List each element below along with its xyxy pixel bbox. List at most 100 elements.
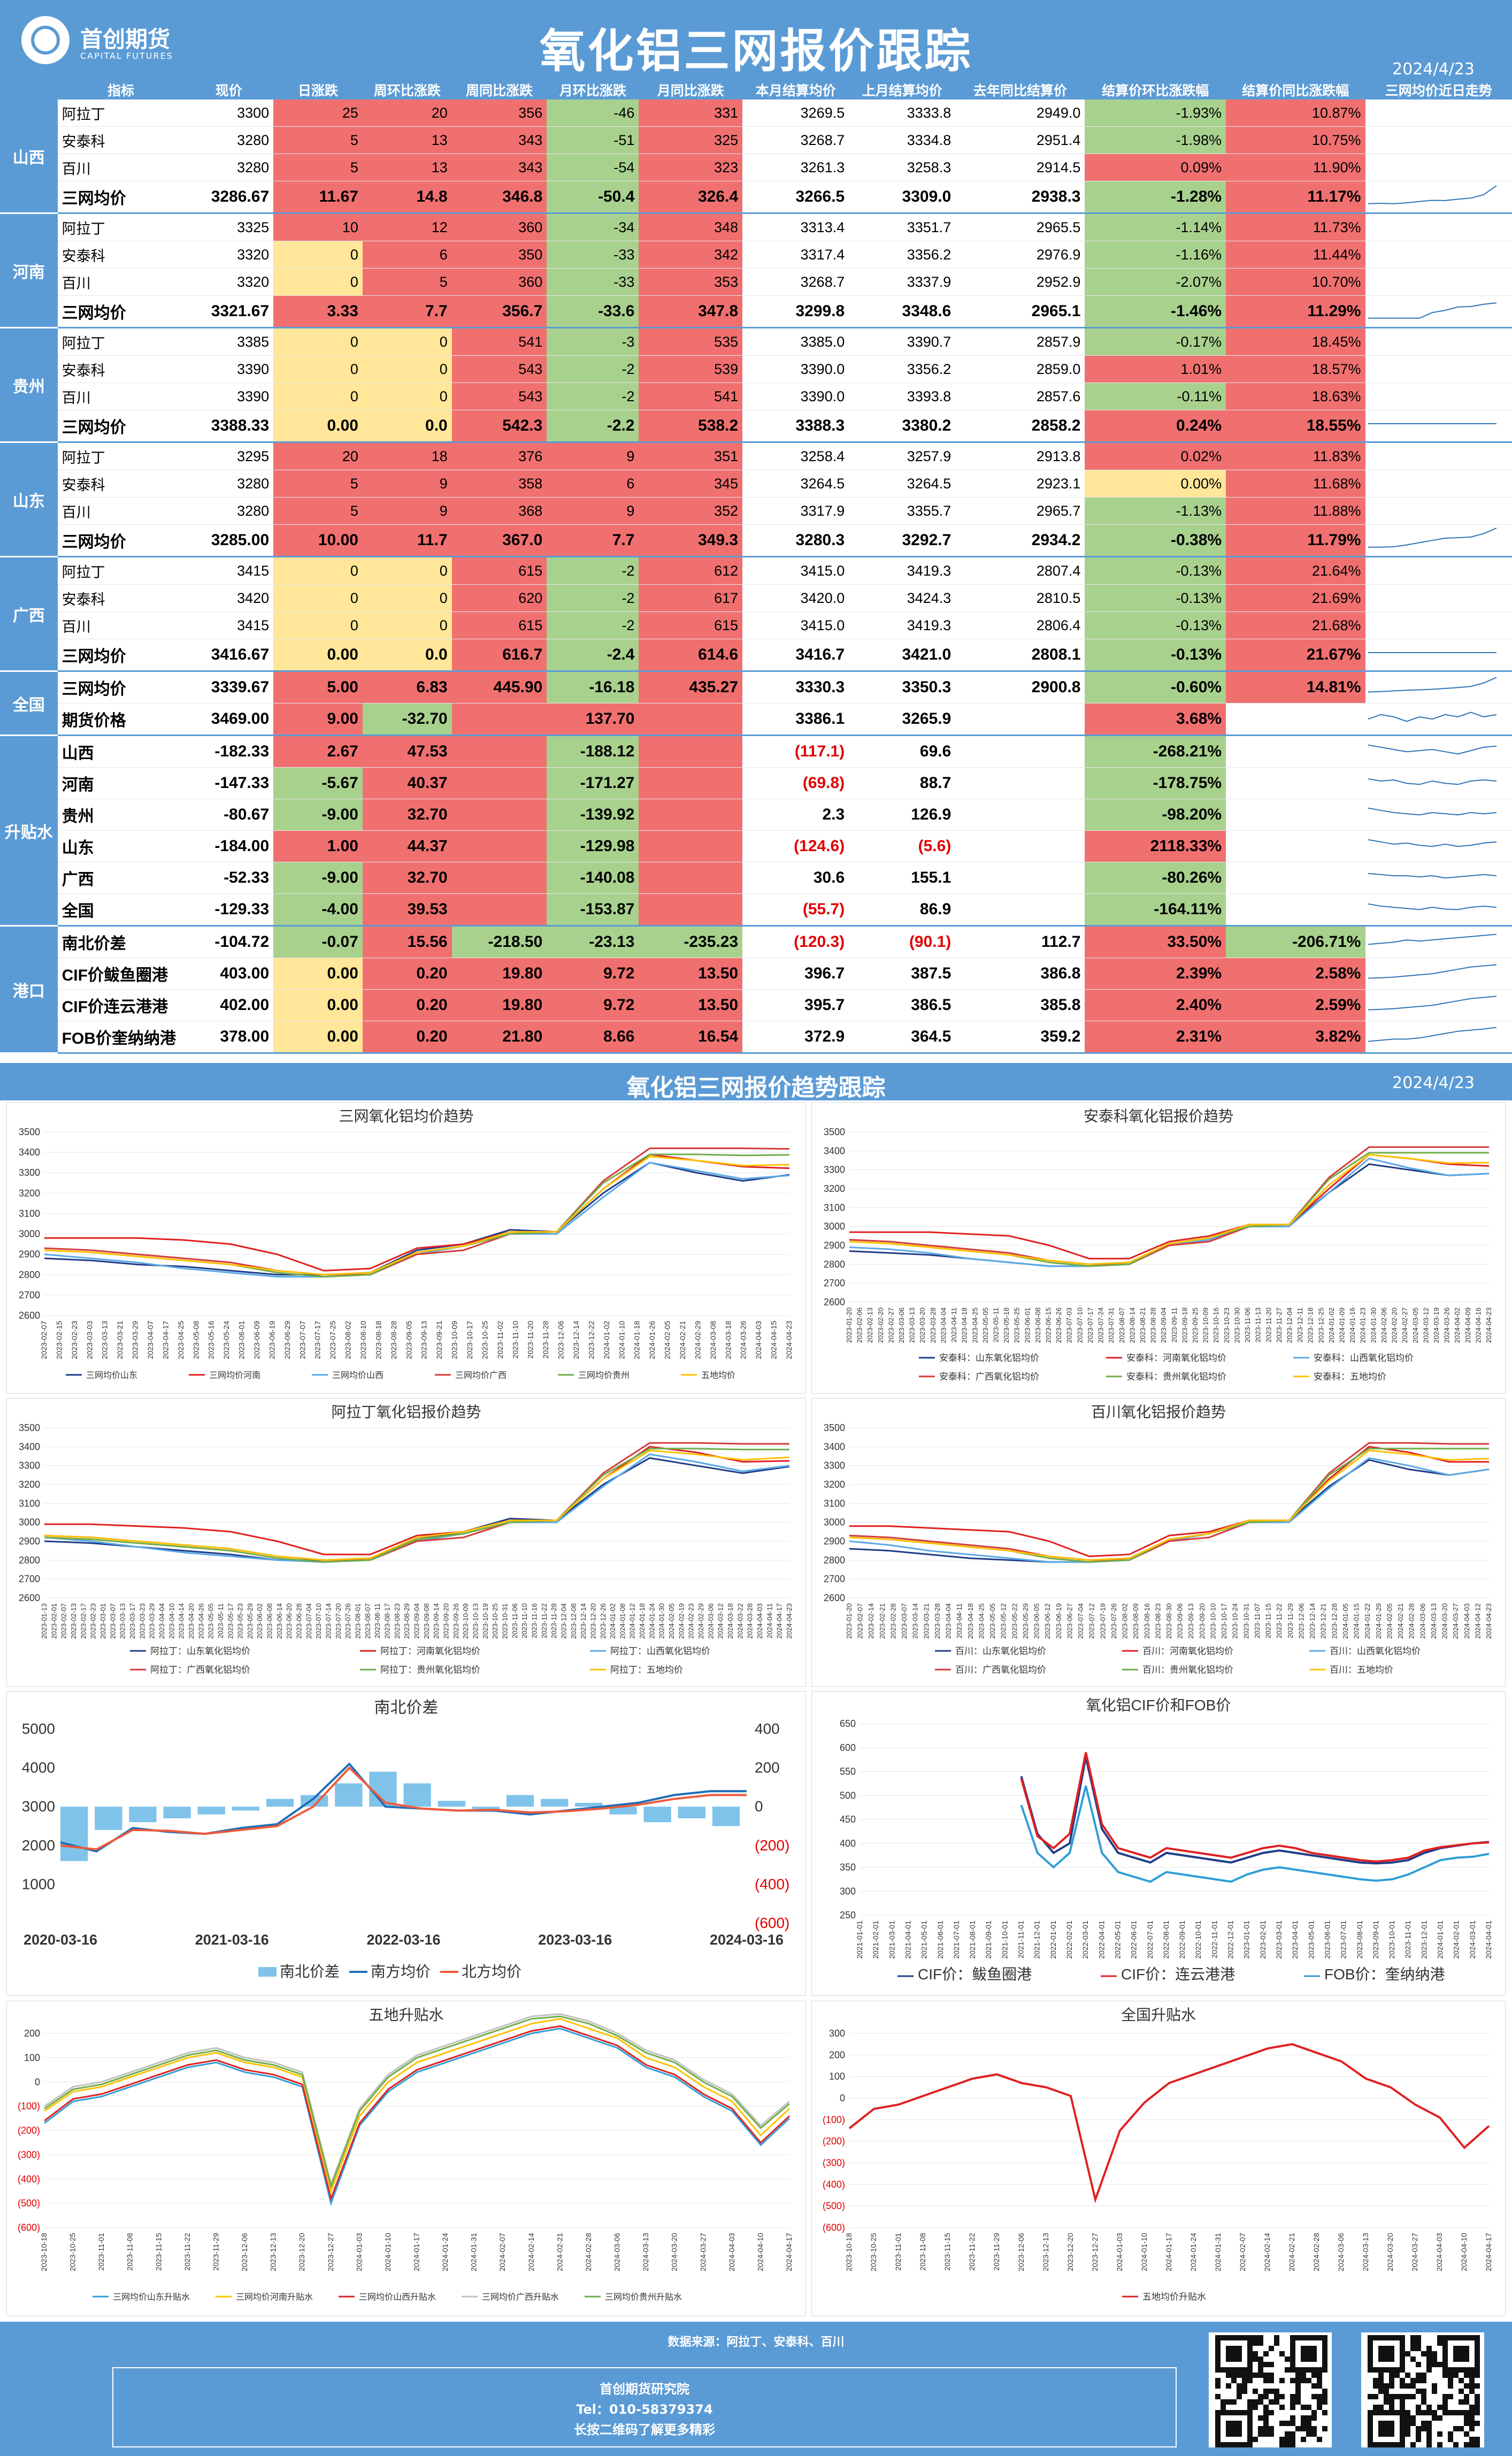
sparkline-cell [1365,241,1512,269]
x-tick-label: 2021-12-01 [1033,1921,1041,1959]
value-cell: 2965.7 [955,497,1085,525]
x-tick-label: 2023-10-01 [1387,1921,1396,1959]
value-cell: -268.21% [1085,735,1226,768]
org-tel: Tel：010-58379374 [576,2402,713,2417]
x-tick-label: 2023-07-04 [305,1603,313,1639]
value-cell: 351 [639,442,743,470]
x-tick-label: 2023-11-20 [1264,1307,1272,1343]
value-cell: 0.02% [1085,442,1226,470]
row-label: 安泰科 [57,241,185,269]
x-tick-label: 2023-10-23 [1223,1307,1231,1343]
value-cell: 13.50 [639,958,743,990]
value-cell: 0.00% [1085,470,1226,498]
value-cell: 155.1 [849,862,956,894]
x-tick-label: 2023-09-18 [1180,1307,1188,1343]
value-cell: 539 [639,355,743,383]
table-row: 河南 -147.33 -5.67 40.37 -171.27 (69.8) 88.7 -178… [0,767,1512,799]
row-label: 三网均价 [57,295,185,328]
table-row: 百川 3280 5 13 343 -54 323 3261.3 3258.3 2914.5 0.09… [0,154,1512,181]
value-cell: 614.6 [639,639,743,672]
qr-code-icon[interactable] [1209,2332,1332,2447]
value-cell: 112.7 [955,925,1085,958]
y-tick-label: 2700 [19,1290,40,1300]
value-cell: 3339.67 [184,671,274,703]
value-cell: -1.13% [1085,497,1226,525]
y-tick-label: (100) [18,2101,40,2111]
value-cell: 3337.9 [849,268,956,296]
value-cell [639,767,743,799]
x-tick-label: 2023-10-10 [1209,1603,1217,1639]
x-tick-label: 2023-04-26 [197,1603,205,1639]
value-cell: 615 [451,611,547,639]
group-label: 广西 [0,556,58,672]
x-tick-label: 2023-10-30 [1233,1307,1241,1343]
x-tick-label: 2024-04-15 [770,1321,778,1359]
row-label: 安泰科 [57,584,185,612]
x-tick-label: 2023-11-01 [894,2233,902,2271]
spread-bar [506,1795,534,1807]
row-label: CIF价鲅鱼圈港 [57,958,185,990]
x-tick-label: 2024-01-15 [1353,1603,1361,1639]
legend-label: 百川：山西氧化铝均价 [1330,1646,1421,1656]
sparkline-cell [1365,893,1512,927]
table-row: 广西 -52.33 -9.00 32.70 -140.08 30.6 155.1 -80.26… [0,862,1512,894]
x-tick-label: 2023-09-25 [1191,1307,1199,1343]
value-cell: 3.33 [273,295,363,328]
value-cell: 3419.3 [849,556,956,585]
data-source: 数据来源：阿拉丁、安泰科、百川 [667,2336,845,2349]
x-tick-label: 2024-04-03 [727,2233,736,2271]
x-tick-label: 2023-08-17 [383,1603,392,1639]
spread-bar [403,1783,431,1807]
value-cell: 2.39% [1085,958,1226,990]
x-tick-label: 2023-03-07 [109,1603,117,1639]
x-tick-label: 2024-02-14 [1263,2233,1271,2271]
table-row: 全国 三网均价 3339.67 5.00 6.83 445.90 -16.18 435.27 3… [0,671,1512,736]
x-tick-label: 2023-05-11 [992,1307,1000,1343]
value-cell: 3415 [184,556,274,585]
x-tick-label: 2024-01-29 [1375,1603,1383,1639]
legend-label: 五地均价升贴水 [1142,2292,1206,2302]
value-cell: -1.98% [1085,126,1226,154]
value-cell: -171.27 [547,767,639,799]
x-tick-label: 2023-06-01 [1023,1307,1031,1343]
x-tick-label: 2023-06-26 [1055,1307,1063,1343]
value-cell: 2914.5 [955,154,1085,181]
section-banner: 氧化铝三网报价趋势跟踪 2024/4/23 [0,1063,1512,1101]
y-tick-label: 3100 [19,1498,40,1509]
value-cell: 0 [362,556,452,585]
value-cell: 3286.67 [184,181,274,214]
chart-title: 百川氧化铝报价趋势 [1091,1404,1226,1420]
x-tick-label: 2024-01-16 [1348,1307,1356,1343]
sparkline [1368,423,1496,424]
value-cell: 3416.67 [184,639,274,672]
value-cell: 0.00 [273,989,363,1021]
table-row: 三网均价 3416.67 0.00 0.0 616.7 -2.4 614.6 3416.7 34… [0,639,1512,672]
row-label: 阿拉丁 [57,213,185,241]
value-cell: 3280 [184,470,274,498]
series-line [44,1153,790,1272]
sparkline-path [1368,807,1496,816]
group-label: 河南 [0,213,58,328]
x-tick-label: 2023-02-28 [889,1603,897,1639]
qr-code-icon[interactable] [1361,2332,1484,2447]
value-cell: 3313.4 [742,213,849,241]
x-tick-label: 2023-12-22 [587,1321,595,1359]
value-cell: 2.58% [1226,958,1365,990]
x-tick-label: 2023-07-25 [328,1321,337,1359]
header-cell: 本月结算均价 [742,80,849,100]
x-tick-label: 2024-01-17 [412,2233,421,2271]
table-row: 期货价格 3469.00 9.00 -32.70 137.70 3386.1 3265.9 3… [0,703,1512,736]
table-header-row: 指标 现价 日涨跌 周环比涨跌 周同比涨跌 月环比涨跌 月同比涨跌 本月结算均价 上月结算均价去… [0,80,1512,100]
sparkline-cell [1365,442,1512,470]
header-cell: 结算价同比涨跌幅 [1226,80,1365,100]
x-tick-label: 2023-11-15 [943,2233,951,2271]
value-cell: -2.4 [547,639,639,672]
y-tick-label: 2800 [824,1259,845,1269]
x-tick-label: 2023-04-11 [950,1307,958,1343]
x-tick-label: 2023-02-14 [867,1603,875,1639]
legend-label: 三网均价贵州升贴水 [605,2292,682,2302]
value-cell [639,703,743,736]
x-tick-label: 2024-03-28 [746,1603,754,1639]
spread-bar [472,1807,500,1811]
value-cell: 14.81% [1226,671,1365,703]
